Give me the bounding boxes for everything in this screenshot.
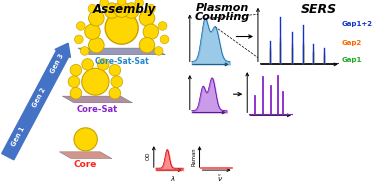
Circle shape	[154, 47, 163, 55]
Circle shape	[85, 24, 100, 39]
Circle shape	[114, 2, 129, 17]
Circle shape	[100, 0, 108, 7]
Circle shape	[139, 38, 155, 53]
Circle shape	[88, 11, 104, 26]
Text: OD: OD	[146, 151, 151, 159]
Text: Core-Sat: Core-Sat	[77, 105, 118, 114]
Text: Gen 3: Gen 3	[50, 53, 65, 75]
Circle shape	[158, 22, 167, 30]
FancyArrow shape	[2, 43, 70, 160]
Polygon shape	[59, 152, 112, 159]
Text: Core-Sat-Sat: Core-Sat-Sat	[94, 57, 149, 66]
Circle shape	[135, 0, 144, 7]
Text: Gen 1: Gen 1	[11, 125, 26, 147]
Circle shape	[139, 11, 155, 26]
Circle shape	[109, 88, 121, 99]
Circle shape	[82, 68, 109, 95]
Text: Gap2: Gap2	[342, 40, 362, 46]
Circle shape	[80, 47, 89, 55]
Text: Coupling: Coupling	[194, 11, 249, 21]
Text: $\lambda$: $\lambda$	[170, 174, 175, 183]
Circle shape	[117, 0, 126, 5]
Circle shape	[68, 76, 80, 88]
Circle shape	[124, 3, 139, 18]
Text: Gap1: Gap1	[342, 57, 362, 63]
Circle shape	[147, 4, 155, 13]
Circle shape	[88, 38, 104, 53]
Text: Raman: Raman	[192, 147, 197, 166]
Circle shape	[104, 3, 120, 18]
Circle shape	[143, 24, 159, 39]
Polygon shape	[78, 48, 166, 55]
Circle shape	[74, 35, 83, 44]
Circle shape	[88, 4, 97, 13]
Text: Assembly: Assembly	[93, 3, 156, 16]
Text: Gap1+2: Gap1+2	[342, 21, 373, 27]
Circle shape	[70, 64, 82, 76]
Circle shape	[74, 128, 97, 151]
Circle shape	[109, 64, 121, 76]
Circle shape	[111, 76, 122, 88]
Circle shape	[97, 59, 109, 70]
Circle shape	[76, 22, 85, 30]
Circle shape	[160, 35, 169, 44]
Polygon shape	[62, 96, 132, 103]
Text: Plasmon: Plasmon	[195, 3, 249, 13]
Circle shape	[105, 11, 138, 44]
Text: Gen 2: Gen 2	[31, 87, 47, 109]
Text: $\tilde{\nu}$: $\tilde{\nu}$	[217, 174, 223, 184]
Circle shape	[82, 59, 93, 70]
Circle shape	[70, 88, 82, 99]
Text: SERS: SERS	[301, 3, 337, 16]
Text: Core: Core	[74, 160, 98, 169]
